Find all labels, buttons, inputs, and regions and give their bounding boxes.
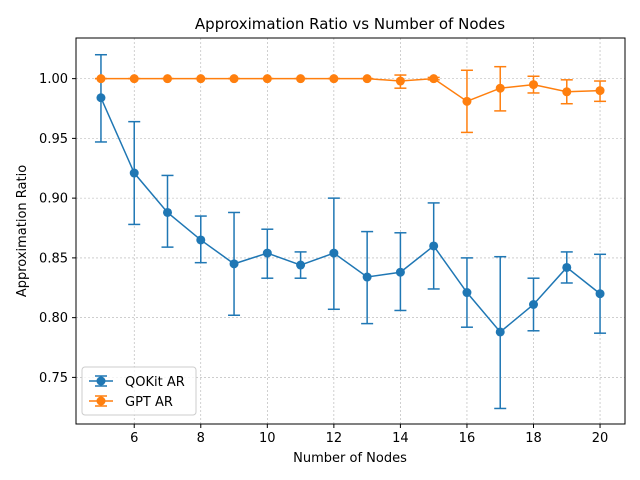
data-point: [495, 327, 505, 337]
data-point: [395, 76, 405, 86]
x-tick-label: 12: [326, 431, 343, 446]
data-point: [429, 74, 439, 84]
x-tick-label: 18: [525, 431, 542, 446]
series-line: [100, 77, 601, 103]
y-axis-title: Approximation Ratio: [15, 165, 30, 297]
legend: QOKit AR GPT AR: [81, 366, 197, 416]
data-point: [129, 74, 139, 84]
data-point: [96, 93, 106, 103]
data-point: [163, 207, 172, 217]
data-point: [329, 248, 339, 258]
data-point: [429, 241, 439, 251]
legend-box: [81, 366, 197, 416]
legend-qokit-marker: [96, 376, 106, 386]
data-point: [296, 260, 306, 270]
y-tick-label: 1.00: [39, 72, 68, 87]
data-point: [129, 168, 139, 178]
data-point: [362, 74, 372, 84]
data-point: [163, 74, 172, 84]
data-point: [495, 83, 505, 93]
data-point: [362, 272, 372, 282]
y-tick-label: 0.80: [39, 311, 68, 326]
x-axis-title: Number of Nodes: [293, 451, 407, 466]
axis-ticks: 6 8 10 12 14 16 18 20 0.75 0.80 0.85 0.90 0.95 1.00: [39, 72, 608, 446]
data-point: [562, 87, 572, 97]
grid: [76, 38, 625, 424]
plot-area: [75, 37, 626, 425]
data-point: [296, 74, 306, 84]
data-point: [229, 259, 239, 269]
data-point: [462, 288, 472, 298]
x-tick-label: 6: [130, 431, 138, 446]
series-layer: [94, 53, 607, 410]
x-tick-label: 20: [592, 431, 609, 446]
y-tick-label: 0.85: [39, 251, 68, 266]
data-point: [529, 299, 538, 309]
legend-gpt-label: GPT AR: [125, 395, 173, 410]
legend-qokit-label: QOKit AR: [125, 375, 185, 390]
data-point: [229, 74, 239, 84]
chart-title: Approximation Ratio vs Number of Nodes: [195, 15, 505, 33]
data-point: [96, 74, 106, 84]
data-point: [595, 289, 605, 299]
series-line: [100, 97, 601, 334]
x-tick-label: 8: [197, 431, 205, 446]
y-tick-label: 0.75: [39, 371, 68, 386]
data-point: [395, 267, 405, 277]
data-point: [529, 80, 538, 90]
x-tick-label: 16: [459, 431, 476, 446]
data-point: [262, 74, 272, 84]
data-point: [262, 248, 272, 258]
legend-gpt-marker: [96, 396, 106, 406]
legend-entry-gpt: GPT AR: [89, 395, 173, 410]
legend-entry-qokit: QOKit AR: [89, 375, 185, 390]
data-point: [595, 86, 605, 96]
x-tick-label: 14: [392, 431, 409, 446]
series-gpt: [94, 65, 607, 134]
series-qokit: [94, 53, 607, 410]
data-point: [196, 235, 206, 245]
y-tick-label: 0.90: [39, 192, 68, 207]
x-tick-label: 10: [259, 431, 276, 446]
data-point: [196, 74, 206, 84]
data-point: [562, 262, 572, 272]
data-point: [329, 74, 339, 84]
data-point: [462, 96, 472, 106]
y-tick-label: 0.95: [39, 132, 68, 147]
